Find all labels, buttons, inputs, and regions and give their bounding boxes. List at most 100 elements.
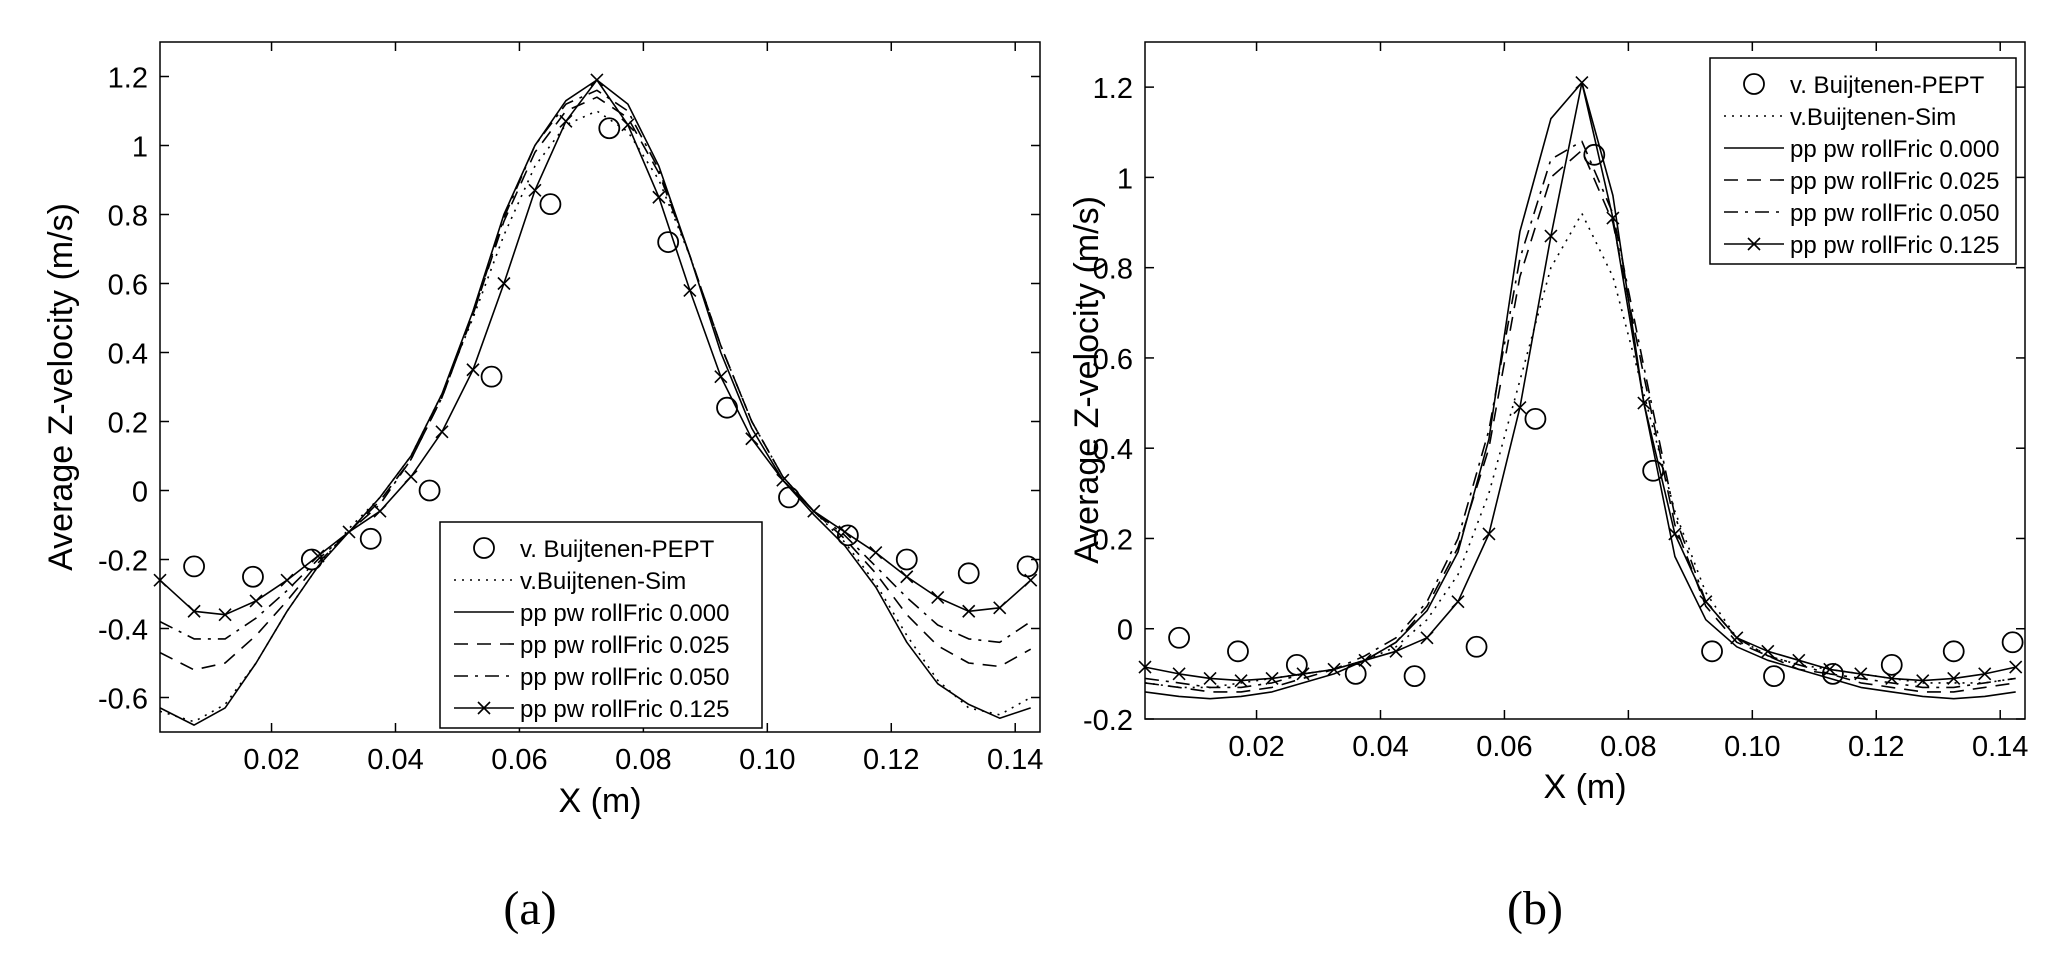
legend-item: pp pw rollFric 0.000 [454, 600, 729, 627]
data-point [1465, 635, 1488, 658]
x-marker [590, 73, 604, 87]
x-marker [807, 504, 821, 518]
x-tick-label: 0.08 [1600, 731, 1656, 763]
data-point [1285, 653, 1308, 676]
legend-item: pp pw rollFric 0.125 [454, 696, 729, 723]
y-tick-label: -0.2 [1083, 705, 1133, 737]
legend-item: pp pw rollFric 0.050 [1724, 200, 1999, 227]
x-marker [1854, 667, 1868, 681]
legend-item: v.Buijtenen-Sim [1724, 104, 1956, 131]
data-point [1942, 640, 1965, 663]
data-point [1763, 665, 1785, 688]
series-line [1144, 140, 2016, 689]
x-marker [1978, 667, 1992, 681]
x-marker [1203, 671, 1217, 685]
legend-label: pp pw rollFric 0.025 [1790, 168, 1999, 195]
data-point [418, 479, 441, 502]
legend-label: pp pw rollFric 0.000 [1790, 136, 1999, 163]
x-marker [1823, 662, 1837, 676]
panel-label-a: (a) [503, 882, 556, 935]
y-tick-label: 0.2 [1093, 524, 1133, 556]
x-marker [869, 546, 883, 560]
y-axis-label-b: Average Z-velocity (m/s) [1068, 196, 1106, 564]
y-tick-label: -0.4 [98, 615, 148, 647]
y-tick-label: 0 [1117, 615, 1133, 647]
x-marker [1699, 595, 1713, 609]
data-point [242, 565, 264, 588]
legend-x-marker [1747, 237, 1761, 251]
x-marker [1730, 631, 1744, 645]
data-point [1227, 640, 1249, 663]
legend-item: pp pw rollFric 0.000 [1724, 136, 1999, 163]
x-marker [1668, 527, 1682, 541]
data-point [1524, 407, 1547, 430]
panel-label-b: (b) [1507, 882, 1563, 935]
series-6 [1138, 76, 2023, 688]
legend-label: v. Buijtenen-PEPT [520, 536, 715, 563]
x-tick-labels-b: 0.02 0.04 0.06 0.08 0.10 0.12 0.14 [1228, 42, 2028, 763]
x-marker [373, 504, 387, 518]
plot-frame-b [1144, 41, 2026, 720]
x-marker [559, 114, 573, 128]
x-marker [1451, 595, 1465, 609]
x-marker [745, 432, 759, 446]
x-marker [1637, 396, 1651, 410]
x-marker [497, 276, 511, 291]
x-tick-label: 0.04 [367, 744, 423, 776]
x-marker [466, 363, 480, 377]
x-marker [931, 590, 945, 605]
y-tick-label: 0.4 [108, 339, 148, 371]
series-line [1144, 149, 2016, 693]
x-marker [218, 608, 232, 622]
y-tick-labels-b: -0.2 0 0.2 0.4 0.6 0.8 1 1.2 [1083, 73, 2025, 737]
x-tick-label: 0.02 [243, 744, 299, 776]
x-marker [153, 573, 167, 587]
data-point [895, 548, 918, 571]
y-tick-label: -0.6 [98, 684, 148, 716]
y-axis-label-a: Average Z-velocity (m/s) [42, 203, 80, 571]
y-tick-label: 1 [132, 132, 148, 164]
data-point [480, 365, 503, 388]
data-point [1880, 653, 1903, 676]
x-marker [1885, 671, 1899, 685]
x-marker [280, 573, 294, 587]
data-point [598, 117, 621, 140]
x-marker [2009, 660, 2023, 674]
y-tick-label: 1.2 [1093, 73, 1133, 105]
series-4 [1144, 149, 2016, 693]
x-axis-label-a: X (m) [558, 782, 641, 820]
legend-label: v. Buijtenen-PEPT [1790, 72, 1985, 99]
y-tick-label: 0 [132, 477, 148, 509]
x-marker [683, 283, 697, 297]
y-tick-label: 0.8 [1093, 254, 1133, 286]
x-tick-labels-a: 0.02 0.04 0.06 0.08 0.10 0.12 0.14 [243, 42, 1043, 776]
x-tick-label: 0.04 [1352, 731, 1408, 763]
x-marker [1172, 667, 1186, 681]
x-marker [1575, 76, 1589, 90]
x-tick-label: 0.02 [1228, 731, 1284, 763]
x-tick-label: 0.10 [739, 744, 795, 776]
x-marker [1761, 644, 1775, 658]
x-marker [1947, 671, 1961, 685]
legend-swatch [473, 537, 495, 559]
series-line [159, 96, 1032, 671]
series-6 [153, 73, 1038, 622]
legend-x-marker [477, 701, 491, 715]
legend-label: v.Buijtenen-Sim [1790, 104, 1956, 131]
x-tick-label: 0.06 [1476, 731, 1532, 763]
x-marker [776, 473, 790, 487]
legend-item: pp pw rollFric 0.025 [454, 632, 729, 659]
data-point [359, 527, 382, 550]
x-tick-label: 0.14 [987, 744, 1043, 776]
data-point [539, 193, 562, 216]
x-marker [342, 525, 356, 539]
x-marker [249, 594, 263, 608]
panel-b: -0.200.20.40.60.811.2 0.02 0.04 0.06 0.08 0.… [1068, 41, 2028, 935]
data-point [716, 396, 738, 419]
series-line [159, 89, 1032, 644]
legend-box [439, 521, 763, 729]
x-tick-label: 0.12 [863, 744, 919, 776]
x-marker [187, 604, 201, 618]
y-tick-label: 0.2 [108, 408, 148, 440]
